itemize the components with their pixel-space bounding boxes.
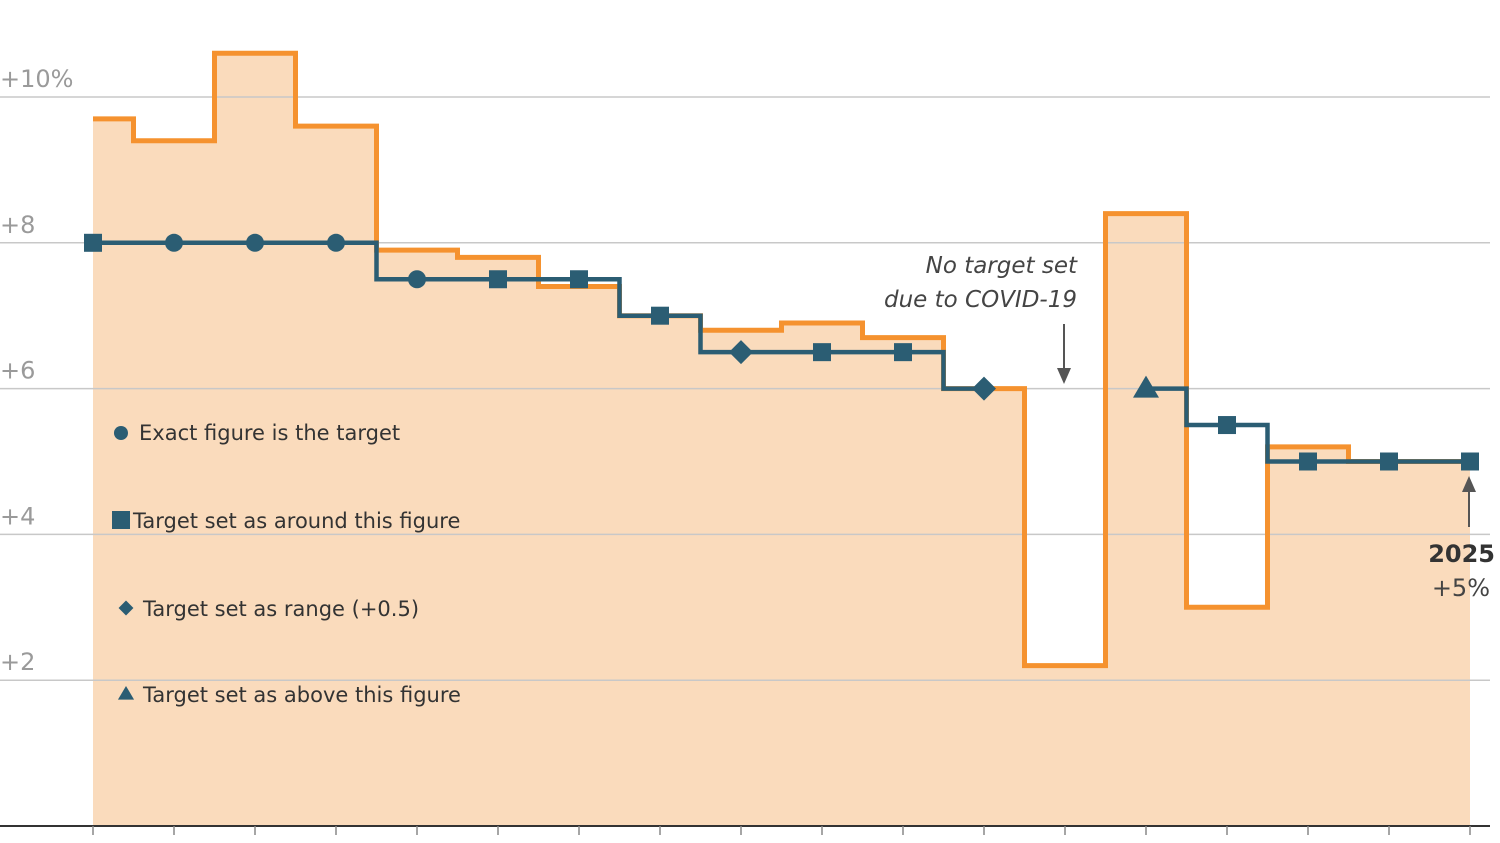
target-marker-triangle-13 — [1133, 375, 1159, 398]
target-marker-square-7 — [651, 306, 669, 325]
end-annotation: 2025 +5% — [1428, 476, 1495, 602]
end-value-label: +5% — [1432, 574, 1490, 602]
covid-annotation: No target set due to COVID-19 — [884, 253, 1078, 384]
legend-markers — [112, 425, 135, 700]
target-marker-square-17 — [1461, 452, 1479, 471]
target-marker-square-14 — [1218, 416, 1236, 435]
y-tick-label-4: +4 — [0, 502, 35, 530]
target-marker-square-15 — [1299, 452, 1317, 471]
y-tick-label-6: +6 — [0, 357, 35, 385]
actual-line — [93, 50, 1470, 669]
y-tick-label-8: +8 — [0, 211, 35, 239]
y-tick-label-10: +10% — [0, 65, 73, 93]
end-year-label: 2025 — [1428, 540, 1495, 568]
covid-arrow-head — [1057, 368, 1071, 384]
target-marker-square-9 — [813, 343, 831, 362]
x-axis — [0, 825, 1490, 835]
target-line-before-gap — [93, 240, 984, 391]
legend-label-exact: Exact figure is the target — [139, 421, 400, 445]
target-marker-circle-2 — [246, 233, 264, 252]
legend-marker-triangle — [117, 685, 135, 700]
legend-marker-square — [112, 511, 130, 529]
legend-marker-diamond — [118, 600, 134, 616]
covid-note-line2: due to COVID-19 — [884, 287, 1077, 313]
legend-label-above: Target set as above this figure — [142, 683, 461, 707]
y-tick-label-2: +2 — [0, 648, 35, 676]
target-marker-diamond-8 — [729, 340, 753, 365]
legend-marker-circle — [113, 425, 129, 441]
target-marker-circle-3 — [327, 233, 345, 252]
target-marker-square-10 — [894, 343, 912, 362]
legend-label-range: Target set as range (+0.5) — [142, 597, 419, 621]
target-marker-circle-1 — [165, 233, 183, 252]
target-marker-square-5 — [489, 270, 507, 289]
target-marker-square-16 — [1380, 452, 1398, 471]
end-arrow-head — [1462, 476, 1476, 492]
legend: Exact figure is the target Target set as… — [112, 421, 461, 707]
target-marker-circle-4 — [408, 270, 426, 289]
target-marker-square-0 — [84, 233, 102, 252]
actual-growth-series — [93, 50, 1470, 669]
target-marker-square-6 — [570, 270, 588, 289]
target-marker-diamond-11 — [972, 376, 996, 401]
target-series — [84, 233, 1479, 471]
y-tick-labels: +10% +8 +6 +4 +2 — [0, 65, 73, 676]
legend-label-around: Target set as around this figure — [132, 509, 460, 533]
target-line-after-gap — [1146, 386, 1470, 464]
covid-note-line1: No target set — [926, 253, 1078, 279]
actual-area-fill — [93, 53, 1470, 826]
actual-area — [93, 53, 1470, 826]
